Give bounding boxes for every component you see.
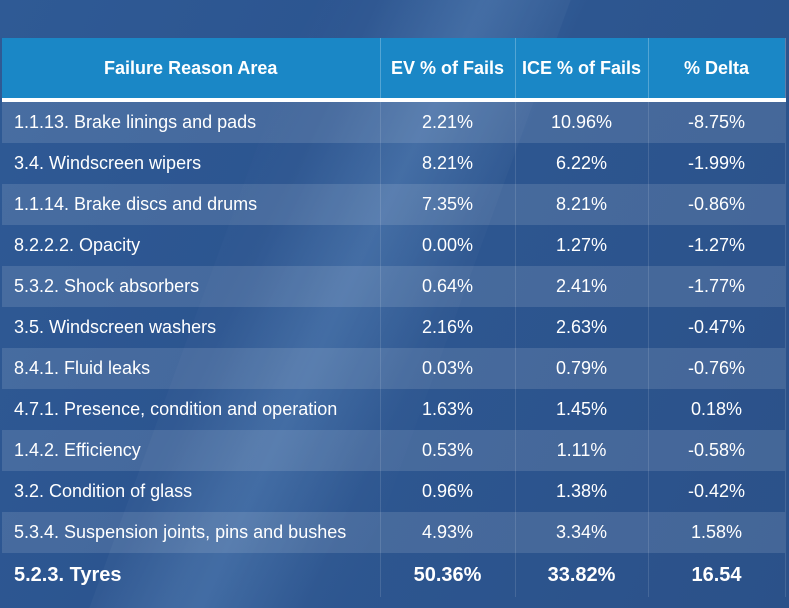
- cell-delta: 0.18%: [648, 389, 786, 430]
- cell-ev-pct: 8.21%: [380, 143, 516, 184]
- cell-failure-reason: 5.3.2. Shock absorbers: [2, 266, 381, 307]
- table-row: 5.3.2. Shock absorbers 0.64% 2.41% -1.77%: [2, 266, 786, 307]
- cell-delta: -0.58%: [648, 430, 786, 471]
- cell-delta: -0.76%: [648, 348, 786, 389]
- total-delta: 16.54: [648, 553, 786, 597]
- cell-delta: -0.42%: [648, 471, 786, 512]
- table-row: 1.1.13. Brake linings and pads 2.21% 10.96…: [2, 100, 786, 143]
- cell-ev-pct: 0.03%: [380, 348, 516, 389]
- table-row: 8.4.1. Fluid leaks 0.03% 0.79% -0.76%: [2, 348, 786, 389]
- cell-ice-pct: 1.27%: [515, 225, 649, 266]
- table-row: 3.2. Condition of glass 0.96% 1.38% -0.42%: [2, 471, 786, 512]
- cell-ev-pct: 0.00%: [380, 225, 516, 266]
- cell-failure-reason: 1.1.13. Brake linings and pads: [2, 100, 381, 143]
- cell-failure-reason: 3.5. Windscreen washers: [2, 307, 381, 348]
- header-row: Failure Reason Area EV % of Fails ICE % of…: [2, 38, 786, 102]
- total-failure-reason: 5.2.3. Tyres: [2, 553, 381, 597]
- cell-delta: -0.47%: [648, 307, 786, 348]
- header-delta: % Delta: [648, 38, 786, 102]
- cell-failure-reason: 1.1.14. Brake discs and drums: [2, 184, 381, 225]
- cell-delta: -0.86%: [648, 184, 786, 225]
- total-ev-pct: 50.36%: [380, 553, 516, 597]
- cell-failure-reason: 3.4. Windscreen wipers: [2, 143, 381, 184]
- cell-ice-pct: 8.21%: [515, 184, 649, 225]
- cell-delta: 1.58%: [648, 512, 786, 553]
- table-row: 3.5. Windscreen washers 2.16% 2.63% -0.47%: [2, 307, 786, 348]
- cell-ev-pct: 0.64%: [380, 266, 516, 307]
- header-ice-pct: ICE % of Fails: [515, 38, 649, 102]
- cell-delta: -1.99%: [648, 143, 786, 184]
- table-row: 4.7.1. Presence, condition and operation…: [2, 389, 786, 430]
- cell-failure-reason: 5.3.4. Suspension joints, pins and bushe…: [2, 512, 381, 553]
- table-row: 3.4. Windscreen wipers 8.21% 6.22% -1.99%: [2, 143, 786, 184]
- failure-reasons-table: Failure Reason Area EV % of Fails ICE % of…: [2, 38, 786, 597]
- cell-delta: -8.75%: [648, 100, 786, 143]
- cell-delta: -1.27%: [648, 225, 786, 266]
- cell-ev-pct: 0.96%: [380, 471, 516, 512]
- header-failure-reason: Failure Reason Area: [2, 38, 381, 102]
- cell-ice-pct: 1.11%: [515, 430, 649, 471]
- table-row: 8.2.2.2. Opacity 0.00% 1.27% -1.27%: [2, 225, 786, 266]
- cell-ev-pct: 4.93%: [380, 512, 516, 553]
- cell-ice-pct: 2.41%: [515, 266, 649, 307]
- cell-ev-pct: 0.53%: [380, 430, 516, 471]
- cell-failure-reason: 3.2. Condition of glass: [2, 471, 381, 512]
- cell-ice-pct: 1.45%: [515, 389, 649, 430]
- cell-ev-pct: 2.16%: [380, 307, 516, 348]
- total-ice-pct: 33.82%: [515, 553, 649, 597]
- table-row: 1.1.14. Brake discs and drums 7.35% 8.21% -…: [2, 184, 786, 225]
- cell-ice-pct: 2.63%: [515, 307, 649, 348]
- cell-ice-pct: 6.22%: [515, 143, 649, 184]
- cell-ice-pct: 1.38%: [515, 471, 649, 512]
- cell-failure-reason: 8.2.2.2. Opacity: [2, 225, 381, 266]
- cell-delta: -1.77%: [648, 266, 786, 307]
- cell-ice-pct: 0.79%: [515, 348, 649, 389]
- cell-ice-pct: 3.34%: [515, 512, 649, 553]
- cell-ev-pct: 1.63%: [380, 389, 516, 430]
- cell-failure-reason: 8.4.1. Fluid leaks: [2, 348, 381, 389]
- cell-failure-reason: 4.7.1. Presence, condition and operation: [2, 389, 381, 430]
- cell-ice-pct: 10.96%: [515, 100, 649, 143]
- cell-ev-pct: 2.21%: [380, 100, 516, 143]
- cell-failure-reason: 1.4.2. Efficiency: [2, 430, 381, 471]
- table-row: 1.4.2. Efficiency 0.53% 1.11% -0.58%: [2, 430, 786, 471]
- table-row: 5.3.4. Suspension joints, pins and bushe…: [2, 512, 786, 553]
- header-ev-pct: EV % of Fails: [380, 38, 516, 102]
- cell-ev-pct: 7.35%: [380, 184, 516, 225]
- total-row: 5.2.3. Tyres 50.36% 33.82% 16.54: [2, 553, 786, 597]
